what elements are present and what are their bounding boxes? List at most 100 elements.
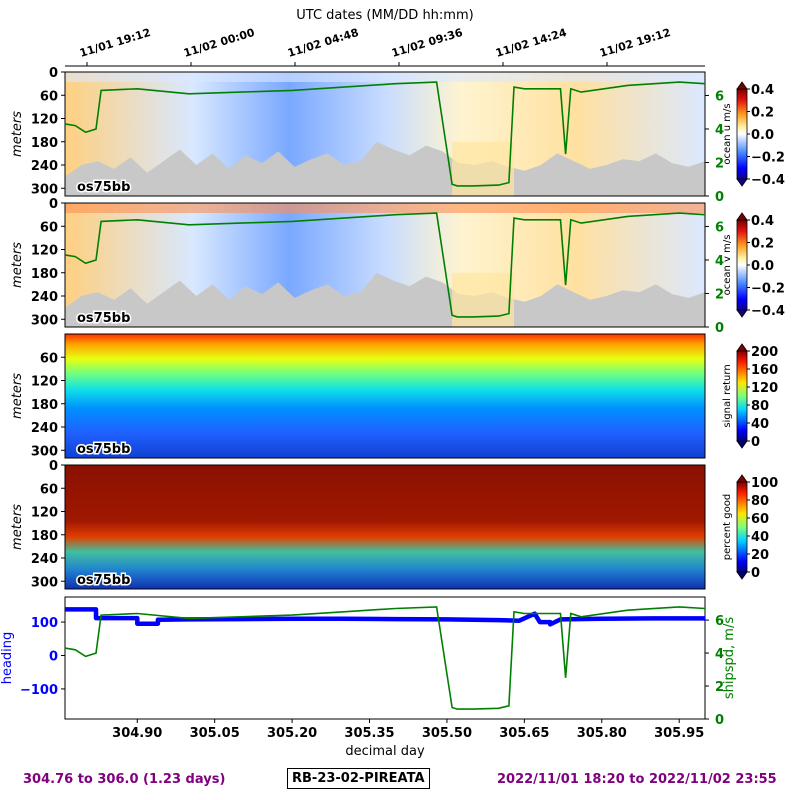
speed-tick-label: 0 [715,321,724,336]
footer-day-range: 304.76 to 306.0 (1.23 days) [23,772,226,787]
depth-tick-label: 300 [31,313,58,328]
top-tick-label: 11/02 04:48 [286,26,360,60]
colorbar-tick-label: 40 [751,417,769,432]
heading-tick-label: 0 [49,649,58,664]
x-tick-label: 304.90 [112,726,162,741]
top-axis-title: UTC dates (MM/DD hh:mm) [296,8,473,23]
depth-tick-label: 300 [31,182,58,197]
top-tick-label: 11/02 09:36 [390,26,464,60]
depth-axis-label: meters [10,111,25,157]
instrument-tag: os75bb [77,180,130,195]
shipspd-tick-label: 4 [715,647,724,662]
shipspd-tick-label: 6 [715,614,724,629]
depth-tick-label: 180 [31,267,58,282]
colorbar-gradient [736,88,748,180]
depth-tick-label: 120 [31,244,58,259]
depth-tick-label: 300 [31,575,58,590]
cruise-id-box: RB-23-02-PIREATA [287,768,430,789]
speed-tick-label: 6 [715,220,724,235]
no-data-shadow [65,141,705,196]
depth-tick-label: 60 [40,220,58,235]
depth-tick-label: 240 [31,159,58,174]
depth-axis-label: meters [10,242,25,288]
x-axis-label: decimal day [345,744,425,759]
colorbar-tick-label: −0.4 [751,304,785,319]
colorbar-label: percent good [722,494,733,560]
colorbar-tick-label: −0.4 [751,173,785,188]
x-tick-label: 305.80 [577,726,627,741]
top-tick-label: 11/02 19:12 [598,26,672,60]
footer-date-range: 2022/11/01 18:20 to 2022/11/02 23:55 [497,772,777,787]
instrument-tag: os75bb [77,573,130,588]
colorbar-tick-label: 0.2 [751,237,774,252]
slow-ship-region [452,141,515,196]
depth-axis-label: meters [10,373,25,419]
surface-layer [65,203,705,213]
colorbar-tick-label: 0.0 [751,259,774,274]
shipspd-axis-label: shipspd, m/s [722,617,737,699]
ship-speed-overlay-line [64,81,706,187]
top-tick-label: 11/02 00:00 [182,26,256,60]
shipspd-tick-label: 2 [715,680,724,695]
heatmap-panel-1: 0 60 120 180 240 300 meters os75bb 0 2 4 6 0.4 0.2 0.0… [10,66,785,205]
depth-tick-label: 240 [31,421,58,436]
colorbar-label: ocean u m/s [722,103,733,164]
x-tick-label: 305.35 [344,726,394,741]
colorbar-tick-label: 160 [751,363,778,378]
depth-tick-label: 120 [31,375,58,390]
no-data-shadow [65,272,705,327]
depth-axis-label: meters [10,504,25,550]
heatmap-panel-3: 60 120 180 240 300 meters os75bb 200 160 120 80 40 0… [10,333,778,459]
panel-frame [64,71,706,197]
ship-speed-series-line [64,606,706,710]
colorbar-tick-label: 0.0 [751,128,774,143]
top-tick-label: 11/01 19:12 [78,26,152,60]
colorbar-extend-bottom [736,178,748,187]
heatmap-field [65,334,705,458]
speed-tick-label: 2 [715,156,724,171]
colorbar-extend-top [736,343,748,352]
depth-tick-label: 180 [31,398,58,413]
colorbar-tick-label: 80 [751,494,769,509]
depth-tick-label: 240 [31,290,58,305]
speed-tick-label: 2 [715,287,724,302]
colorbar: 200 160 120 80 40 0 signal return [722,343,778,450]
colorbar-tick-label: 100 [751,476,778,491]
top-date-ticks: 11/01 19:12 11/02 00:00 11/02 04:48 11/02 0… [65,26,705,67]
colorbar-extend-bottom [736,309,748,318]
colorbar: 0.4 0.2 0.0 −0.2 −0.4 ocean v m/s [722,212,785,319]
ship-speed-overlay-line [64,212,706,318]
heatmap-panel-4: 0 60 120 180 240 300 meters os75bb 100 80 60 40 20 0 p… [10,459,778,590]
depth-tick-label: 180 [31,136,58,151]
colorbar-gradient [736,219,748,311]
colorbar-label: ocean v m/s [722,235,733,296]
top-tick-label: 11/02 14:24 [494,26,568,60]
panel-frame [64,202,706,328]
panel-frame [64,464,706,590]
depth-tick-label: 300 [31,444,58,459]
shipspd-tick-label: 0 [715,713,724,728]
depth-tick-label: 0 [49,66,58,81]
instrument-tag: os75bb [77,442,130,457]
speed-tick-label: 4 [715,254,724,269]
colorbar-tick-label: 0 [751,566,760,581]
slow-ship-region [452,272,515,327]
colorbar-tick-label: −0.2 [751,151,785,166]
heading-shipspeed-panel: 100 0 −100 heading 6 4 2 0 shipspd, m/s 304.90 305… [0,596,737,759]
colorbar-tick-label: 20 [751,548,769,563]
depth-tick-label: 60 [40,351,58,366]
colorbar-extend-top [736,81,748,90]
instrument-tag: os75bb [77,311,130,326]
x-tick-label: 305.50 [422,726,472,741]
colorbar-tick-label: 40 [751,530,769,545]
colorbar-tick-label: 0.4 [751,83,774,98]
depth-tick-label: 60 [40,89,58,104]
depth-tick-label: 120 [31,506,58,521]
heatmap-panel-2: 0 60 120 180 240 300 meters os75bb 0 2 4 6 0.4 0.2 0.0… [10,197,785,336]
heading-series-line [65,607,705,627]
colorbar-extend-top [736,474,748,483]
x-tick-label: 305.05 [190,726,240,741]
speed-tick-label: 0 [715,190,724,205]
